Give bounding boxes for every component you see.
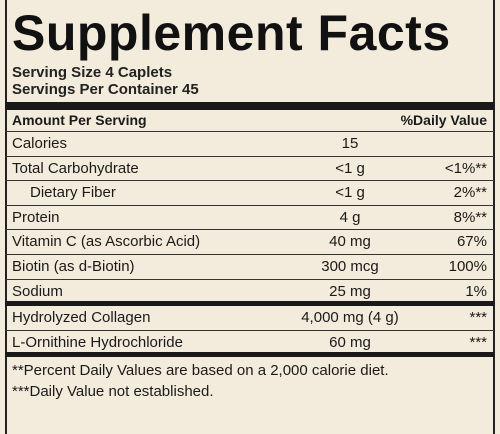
divider (5, 155, 494, 157)
amount: <1 g (335, 159, 365, 177)
footnote: **Percent Daily Values are based on a 2,… (12, 362, 389, 380)
amount: 15 (341, 135, 359, 152)
title: Supplement Facts (12, 5, 451, 61)
daily-value: 8%** (453, 208, 487, 226)
divider (5, 278, 494, 280)
nutrient-name: Protein (12, 208, 60, 226)
divider (5, 301, 494, 307)
nutrient-name: Calories (12, 135, 68, 152)
amount: 4 g (339, 208, 361, 226)
divider (5, 204, 494, 206)
amount: <1 g (335, 184, 365, 202)
divider (5, 254, 494, 255)
servings-per-container: Servings Per Container 45 (12, 81, 199, 98)
daily-value: 2%** (453, 184, 487, 202)
divider (5, 102, 494, 110)
nutrient-name: L-Ornithine Hydrochloride (12, 333, 183, 351)
daily-value: *** (469, 333, 487, 351)
divider (5, 329, 494, 331)
amount: 60 mg (329, 333, 371, 351)
divider (5, 180, 494, 182)
daily-value: <1%** (444, 159, 487, 177)
nutrient-name: Biotin (as d-Biotin) (12, 258, 135, 275)
border (493, 0, 495, 434)
footnote: ***Daily Value not established. (12, 383, 214, 401)
daily-value: *** (469, 309, 487, 327)
border (5, 0, 7, 434)
divider (5, 352, 494, 358)
amount-header: Amount Per Serving (12, 112, 147, 128)
divider (5, 229, 494, 231)
nutrient-name: Sodium (12, 282, 63, 300)
nutrient-name: Total Carbohydrate (12, 159, 139, 177)
daily-value: 100% (448, 258, 487, 275)
daily-value: 1% (465, 282, 487, 300)
serving-size: Serving Size 4 Caplets (12, 64, 173, 81)
amount: 4,000 mg (4 g) (301, 309, 399, 327)
amount: 300 mcg (321, 258, 379, 275)
divider (5, 131, 494, 132)
nutrient-name: Hydrolyzed Collagen (12, 309, 151, 327)
daily-value: 67% (456, 233, 487, 251)
amount: 40 mg (329, 233, 371, 251)
nutrient-name: Vitamin C (as Ascorbic Acid) (12, 233, 201, 251)
daily-value-header: %Daily Value (400, 112, 487, 128)
amount: 25 mg (329, 282, 371, 300)
nutrient-name: Dietary Fiber (30, 184, 116, 202)
